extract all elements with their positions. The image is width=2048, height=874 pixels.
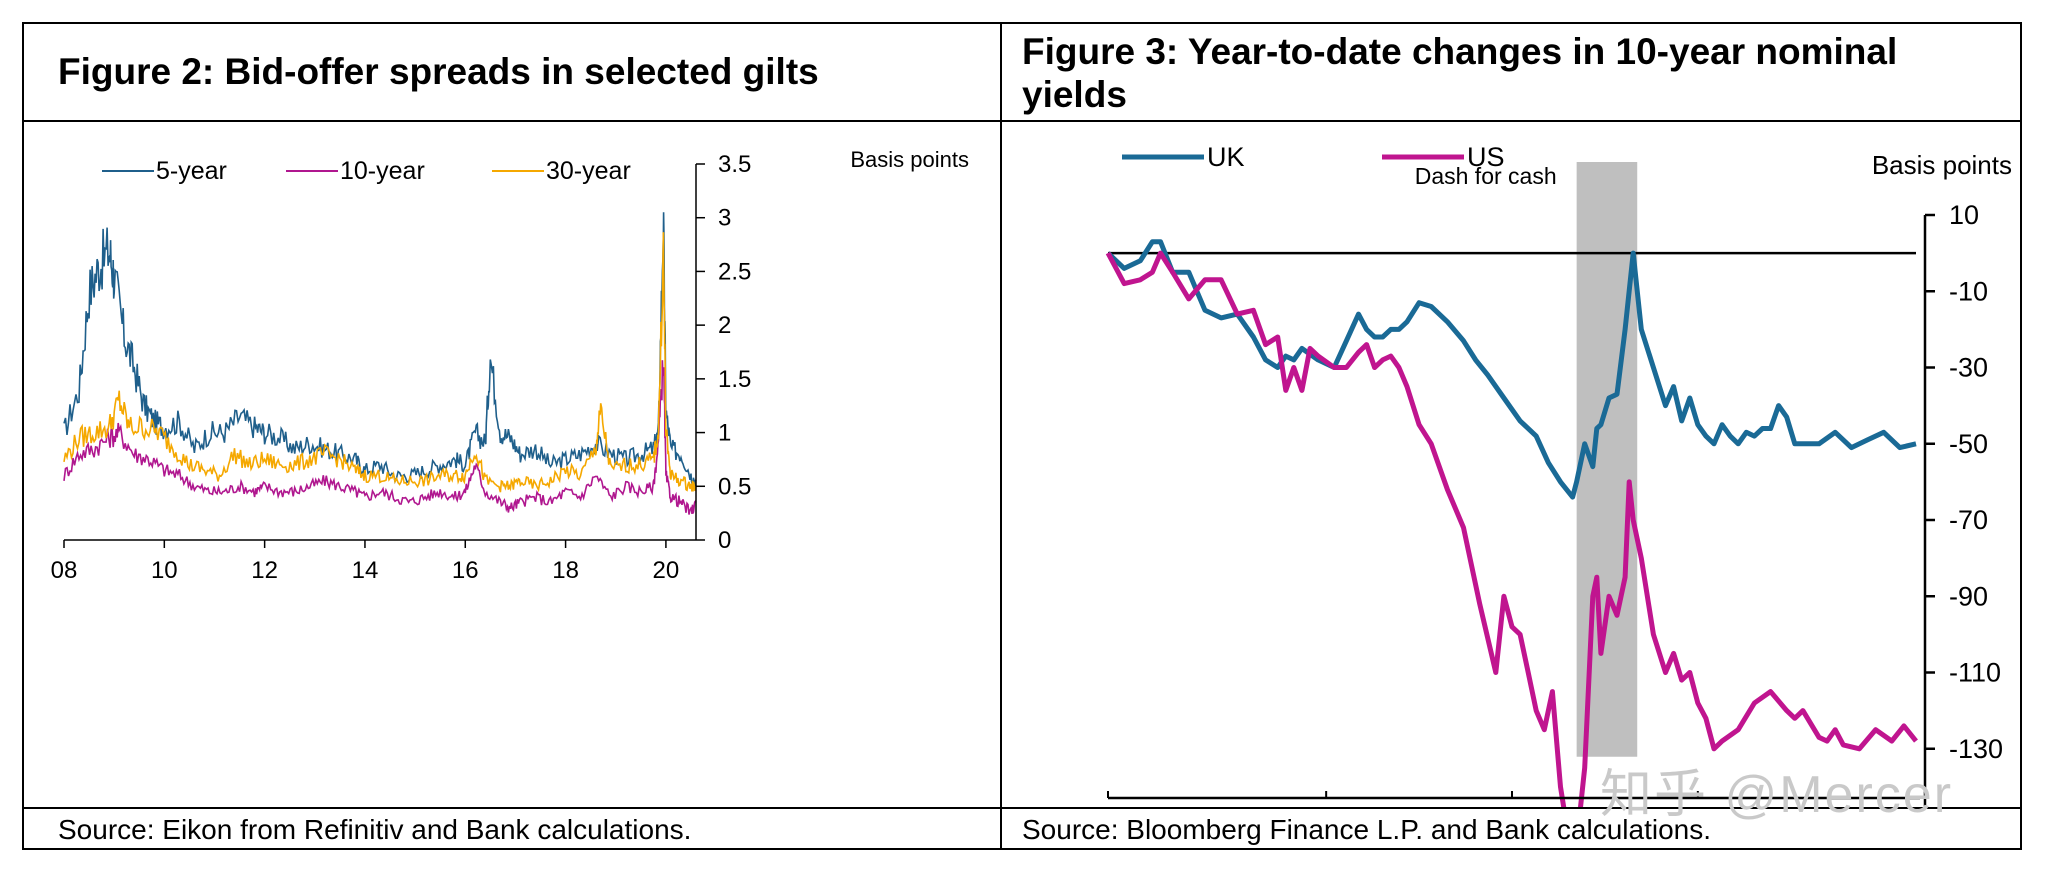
figure-2-source: Source: Eikon from Refinitiv and Bank ca… — [58, 814, 692, 845]
series-line-5year — [63, 212, 697, 487]
y-tick-label: 0.5 — [718, 473, 751, 500]
y-tick-label: -110 — [1949, 658, 2001, 688]
x-tick-label: 10 — [151, 557, 178, 584]
figure-2-y-axis-title: Basis points — [850, 147, 969, 172]
legend-label: 5-year — [156, 157, 227, 185]
y-tick-label: -10 — [1949, 276, 1988, 306]
series-line-10year — [63, 360, 697, 515]
series-line-30year — [63, 232, 697, 493]
figure-3-title: Figure 3: Year-to-date changes in 10-yea… — [1022, 31, 1898, 115]
y-tick-label: -50 — [1949, 429, 1988, 459]
panel-divider — [1000, 22, 1002, 850]
y-tick-label: -70 — [1949, 505, 1988, 535]
figure-3-chart: Dash for cash Jan-20Feb-20Mar-20Apr-2010… — [1105, 142, 2012, 807]
legend-label: UK — [1207, 142, 1245, 172]
legend-label: US — [1467, 142, 1505, 172]
x-tick-label: 08 — [51, 557, 78, 584]
title-divider — [22, 120, 2022, 122]
legend-label: 10-year — [340, 157, 425, 185]
figure-3-y-axis-title: Basis points — [1872, 150, 2012, 180]
y-tick-label: 3.5 — [718, 151, 751, 178]
x-tick-label: 20 — [653, 557, 680, 584]
x-tick-label: 12 — [251, 557, 278, 584]
legend-label: 30-year — [546, 157, 631, 185]
dash-for-cash-band — [1576, 162, 1638, 757]
x-tick-label: 14 — [352, 557, 379, 584]
figure-frame — [22, 22, 2022, 850]
y-tick-label: -90 — [1949, 581, 1988, 611]
series-line-us — [1105, 250, 1918, 807]
y-tick-label: -130 — [1949, 734, 2003, 764]
y-tick-label: 3 — [718, 205, 731, 232]
y-tick-label: 2.5 — [718, 258, 751, 285]
x-tick-label: 16 — [452, 557, 479, 584]
y-tick-label: -30 — [1949, 353, 1988, 383]
y-tick-label: 2 — [718, 312, 731, 339]
figure-2-title: Figure 2: Bid-offer spreads in selected … — [58, 51, 819, 92]
y-tick-label: 1 — [718, 420, 731, 447]
y-tick-label: 10 — [1949, 200, 1979, 230]
y-tick-label: 1.5 — [718, 366, 751, 393]
y-tick-label: 0 — [718, 527, 731, 554]
source-divider — [22, 807, 2022, 809]
dash-for-cash-label: Dash for cash — [1415, 163, 1557, 189]
x-tick-label: 18 — [552, 557, 579, 584]
figure-2-chart: 08 10 12 14 16 18 20 0 0.5 1 1.5 2 2.5 3 3.5 5-year 10-… — [51, 147, 969, 584]
series-line-uk — [1106, 239, 1917, 500]
figure-3-source: Source: Bloomberg Finance L.P. and Bank … — [1022, 814, 1712, 845]
watermark: 知乎 @Mercer — [1600, 766, 1954, 824]
